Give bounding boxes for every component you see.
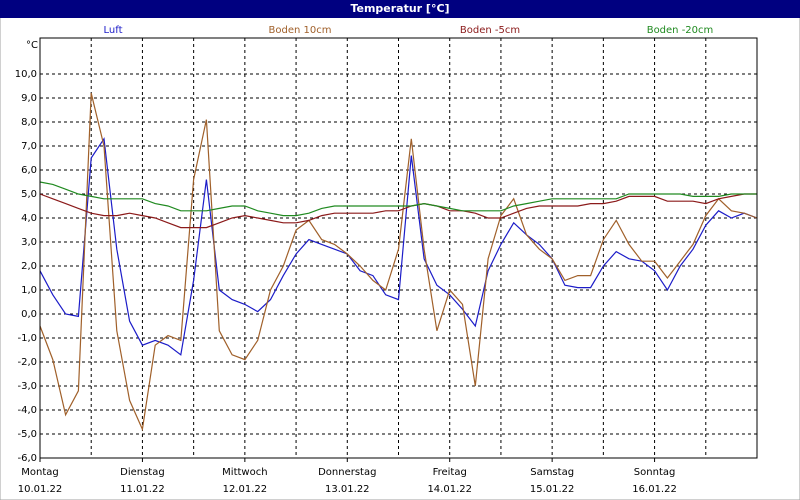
- x-tick-date: 15.01.22: [530, 484, 575, 495]
- x-tick-label: Freitag: [433, 467, 467, 478]
- x-tick-date: 11.01.22: [120, 484, 165, 495]
- y-tick-label: 10,0: [15, 69, 37, 80]
- x-tick-label: Dienstag: [120, 467, 165, 478]
- series-line: [39, 181, 757, 217]
- y-tick-label: -2,0: [17, 357, 37, 368]
- x-tick-date: 10.01.22: [18, 484, 63, 495]
- legend-label: Boden -5cm: [460, 25, 520, 36]
- y-tick-label: -4,0: [17, 405, 37, 416]
- chart-title: Temperatur [°C]: [350, 2, 449, 15]
- series-line: [39, 93, 758, 432]
- y-tick-label: 4,0: [21, 213, 37, 224]
- y-tick-label: -3,0: [17, 381, 37, 392]
- x-tick-date: 12.01.22: [223, 484, 268, 495]
- legend-label: Luft: [104, 25, 123, 36]
- y-tick-label: 6,0: [21, 165, 37, 176]
- plot-border: [39, 37, 758, 459]
- y-unit: °C: [26, 40, 38, 51]
- x-tick-label: Mittwoch: [222, 467, 267, 478]
- x-tick-date: 16.01.22: [632, 484, 677, 495]
- x-tick-date: 14.01.22: [427, 484, 472, 495]
- x-tick-label: Donnerstag: [318, 467, 376, 478]
- y-tick-label: -5,0: [17, 429, 37, 440]
- x-tick-label: Montag: [21, 467, 58, 478]
- x-tick-date: 13.01.22: [325, 484, 370, 495]
- y-tick-label: -6,0: [17, 453, 37, 464]
- legend-label: Boden 10cm: [269, 25, 332, 36]
- y-tick-label: 9,0: [21, 93, 37, 104]
- y-tick-label: 1,0: [21, 285, 37, 296]
- y-tick-label: 2,0: [21, 261, 37, 272]
- legend-label: Boden -20cm: [647, 25, 714, 36]
- y-tick-label: 5,0: [21, 189, 37, 200]
- y-tick-label: 3,0: [21, 237, 37, 248]
- title-bar: [0, 0, 800, 18]
- y-tick-label: 7,0: [21, 141, 37, 152]
- y-tick-label: 0,0: [21, 309, 37, 320]
- series-line: [39, 193, 757, 229]
- x-tick-label: Sonntag: [634, 467, 676, 478]
- y-tick-label: 8,0: [21, 117, 37, 128]
- x-tick-label: Samstag: [530, 467, 574, 478]
- y-tick-label: -1,0: [17, 333, 37, 344]
